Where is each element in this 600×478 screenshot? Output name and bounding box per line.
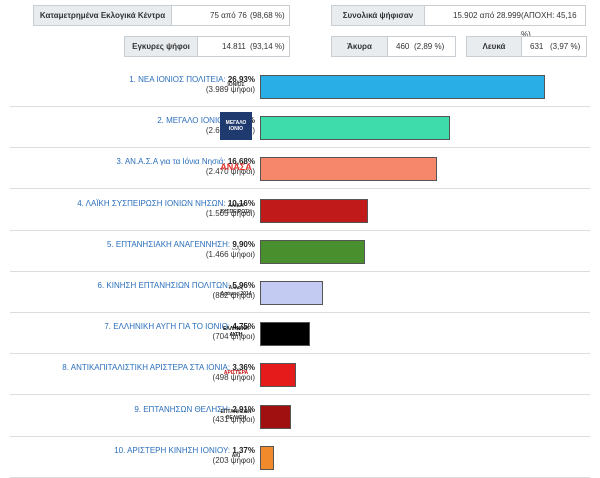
result-bar (260, 157, 437, 182)
party-row: 6. ΚΙΝΗΣΗ ΕΠΤΑΝΗΣΙΩΝ ΠΟΛΙΤΩΝ: 5,96% (882 … (10, 271, 590, 313)
party-percentage: 2,91% (232, 404, 255, 414)
party-row: 5. ΕΠΤΑΝΗΣΙΑΚΗ ΑΝΑΓΕΝΝΗΣΗ: 9,90% (1.466 ψ… (10, 230, 590, 272)
party-text: 3. ΑΝ.Α.Σ.Α για τα Ιόνια Νησιά: 16,68% (2… (116, 157, 255, 177)
party-row: 10. ΑΡΙΣΤΕΡΗ ΚΙΝΗΣΗ ΙΟΝΙΟΥ: 1,37% (203 ψή… (10, 436, 590, 478)
result-bar (260, 445, 275, 470)
party-votes: (1.466 ψήφοι) (205, 249, 255, 259)
laiki-syspeirosi-logo: ΛΑΪΚΗ ΣΥΣΠΕΙΡΩΣΗ (220, 202, 252, 215)
result-bar (260, 198, 368, 223)
result-bar (260, 404, 291, 429)
elliniki-avgi-logo: ΕΛΛΗΝΙΚΗ ΑΥΓΗ (223, 326, 249, 339)
abstention-value: (ΑΠΟΧΗ: 45,16 %) (521, 11, 577, 39)
result-bar (260, 281, 324, 305)
party-percentage: 10,16% (227, 198, 255, 208)
antikapitalistiki-logo: ΑΡΙΣΤΕΡΑ (223, 370, 249, 377)
party-name-link[interactable]: 1. ΝΕΑ ΙΟΝΙΟΣ ΠΟΛΙΤΕΙΑ: (129, 75, 226, 84)
megalo-ionio-logo: ΜΕΓΑΛΟ ΙΟΝΙΟ (220, 112, 252, 141)
party-name-link[interactable]: 5. ΕΠΤΑΝΗΣΙΑΚΗ ΑΝΑΓΕΝΝΗΣΗ: (107, 239, 231, 249)
party-text: 8. ΑΝΤΙΚΑΠΙΤΑΛΙΣΤΙΚΗ ΑΡΙΣΤΕΡΑ ΣΤΑ ΙΟΝΙΑ:… (62, 363, 255, 383)
party-votes: (431 ψήφοι) (212, 414, 255, 424)
result-bar (260, 116, 451, 141)
party-name-link[interactable]: 2. ΜΕΓΑΛΟ ΙΟΝΙΟ: (157, 116, 226, 126)
party-votes: (498 ψήφοι) (212, 373, 255, 383)
centers-pct: (98,68 %) (250, 11, 285, 20)
party-text: 6. ΚΙΝΗΣΗ ΕΠΤΑΝΗΣΙΩΝ ΠΟΛΙΤΩΝ: 5,96% (882 … (98, 281, 255, 301)
eptanisiaki-logo: ~~~ (231, 246, 241, 253)
party-text: 5. ΕΠΤΑΝΗΣΙΑΚΗ ΑΝΑΓΕΝΝΗΣΗ: 9,90% (1.466 ψ… (107, 240, 255, 260)
valid-votes-value-box: 14.811 (93,14 %) (197, 36, 290, 57)
party-name-link[interactable]: 7. ΕΛΛΗΝΙΚΗ ΑΥΓΗ ΓΙΑ ΤΟ ΙΟΝΙΟ: (104, 322, 231, 332)
party-row: 1. ΝΕΑ ΙΟΝΙΟΣ ΠΟΛΙΤΕΙΑ: 26,93% (3.989 ψήφ… (10, 65, 590, 107)
blank-value: 631 (530, 42, 544, 51)
party-name-link[interactable]: 6. ΚΙΝΗΣΗ ΕΠΤΑΝΗΣΙΩΝ ΠΟΛΙΤΩΝ: (97, 281, 231, 290)
eptaniso-thelisi-logo: ΕΠΤΑΝΗΣΩΝ ΘΕΛΗΣΗ (220, 408, 252, 421)
valid-votes-label: Εγκυρες ψήφοι (124, 36, 198, 57)
party-percentage: 16,68% (227, 157, 255, 167)
valid-votes-value: 14.811 (222, 42, 246, 51)
result-bar (260, 75, 545, 99)
party-votes: (2.470 ψήφοι) (205, 167, 255, 177)
result-bar (260, 239, 365, 264)
party-percentage: 4,75% (232, 322, 255, 332)
anasa-logo: ΑΝΑΣΑ (220, 162, 252, 173)
party-percentage: 3,36% (232, 363, 255, 373)
invalid-value-box: 460 (2,89 %) (387, 36, 456, 57)
party-row: 7. ΕΛΛΗΝΙΚΗ ΑΥΓΗ ΓΙΑ ΤΟ ΙΟΝΙΟ: 4,75% (704… (10, 312, 590, 355)
party-name-link[interactable]: 8. ΑΝΤΙΚΑΠΙΤΑΛΙΣΤΙΚΗ ΑΡΙΣΤΕΡΑ ΣΤΑ ΙΟΝΙΑ: (62, 363, 231, 373)
centers-value: 75 από 76 (210, 11, 247, 20)
blank-pct: (3,97 %) (550, 42, 581, 51)
party-row: 9. ΕΠΤΑΝΗΣΩΝ ΘΕΛΗΣΗ: 2,91% (431 ψήφοι) ΕΠΤ… (10, 395, 590, 437)
blank-value-box: 631 (3,97 %) (521, 36, 587, 57)
party-votes: (203 ψήφοι) (212, 455, 255, 465)
party-text: 9. ΕΠΤΑΝΗΣΩΝ ΘΕΛΗΣΗ: 2,91% (431 ψήφοι) (134, 405, 255, 425)
centers-label: Καταμετρημένα Εκλογικά Κέντρα (33, 5, 172, 26)
party-row: 3. ΑΝ.Α.Σ.Α για τα Ιόνια Νησιά: 16,68% (2… (10, 147, 590, 190)
party-row: 4. ΛΑΪΚΗ ΣΥΣΠΕΙΡΩΣΗ ΙΟΝΙΩΝ ΝΗΣΩΝ: 10,16%… (10, 189, 590, 231)
result-bar (260, 363, 296, 388)
party-percentage: 26,93% (227, 75, 255, 84)
party-text: 7. ΕΛΛΗΝΙΚΗ ΑΥΓΗ ΓΙΑ ΤΟ ΙΟΝΙΟ: 4,75% (704… (104, 322, 255, 342)
blank-label: Λευκά (466, 36, 522, 57)
invalid-value: 460 (396, 42, 410, 51)
invalid-pct: (2,89 %) (414, 42, 445, 51)
valid-votes-pct: (93,14 %) (250, 42, 285, 51)
party-percentage: 5,96% (232, 281, 255, 290)
party-text: 10. ΑΡΙΣΤΕΡΗ ΚΙΝΗΣΗ ΙΟΝΙΟΥ: 1,37% (203 ψή… (114, 446, 255, 466)
party-votes: (882 ψήφοι) (212, 291, 255, 300)
party-name-link[interactable]: 3. ΑΝ.Α.Σ.Α για τα Ιόνια Νησιά: (116, 157, 226, 167)
total-voted-label: Συνολικά ψήφισαν (331, 5, 425, 26)
party-name-link[interactable]: 4. ΛΑΪΚΗ ΣΥΣΠΕΙΡΩΣΗ ΙΟΝΙΩΝ ΝΗΣΩΝ: (77, 198, 226, 208)
party-name-link[interactable]: 10. ΑΡΙΣΤΕΡΗ ΚΙΝΗΣΗ ΙΟΝΙΟΥ: (114, 445, 231, 455)
aristeri-kinisi-logo: ΑΚΙ (231, 452, 241, 459)
party-votes: (1.505 ψήφοι) (205, 208, 255, 218)
party-text: 1. ΝΕΑ ΙΟΝΙΟΣ ΠΟΛΙΤΕΙΑ: 26,93% (3.989 ψήφ… (129, 75, 255, 95)
total-voted-value: 15.902 από 28.999 (453, 11, 521, 20)
centers-value-box: 75 από 76 (98,68 %) (171, 5, 290, 26)
party-votes: (3.989 ψήφοι) (205, 85, 255, 94)
party-percentage: 9,90% (232, 239, 255, 249)
invalid-label: Άκυρα (331, 36, 388, 57)
party-name-link[interactable]: 9. ΕΠΤΑΝΗΣΩΝ ΘΕΛΗΣΗ: (134, 404, 231, 414)
kinisi-eptanision-logo: Άλλος Δρόμος 2014 (220, 285, 252, 297)
party-votes: (704 ψήφοι) (212, 332, 255, 342)
party-row: 2. ΜΕΓΑΛΟ ΙΟΝΙΟ: 17,98%(2.663 ψήφοι)ΜΕΓΑ… (10, 106, 590, 149)
total-voted-value-box: 15.902 από 28.999 (ΑΠΟΧΗ: 45,16 %) (424, 5, 586, 39)
party-row: 8. ΑΝΤΙΚΑΠΙΤΑΛΙΣΤΙΚΗ ΑΡΙΣΤΕΡΑ ΣΤΑ ΙΟΝΙΑ:… (10, 353, 590, 396)
nea-ionios-logo: ΙΟΝΙΟΣ (227, 82, 245, 88)
party-text: 4. ΛΑΪΚΗ ΣΥΣΠΕΙΡΩΣΗ ΙΟΝΙΩΝ ΝΗΣΩΝ: 10,16%… (77, 199, 255, 219)
party-percentage: 1,37% (232, 445, 255, 455)
result-bar (260, 322, 311, 347)
